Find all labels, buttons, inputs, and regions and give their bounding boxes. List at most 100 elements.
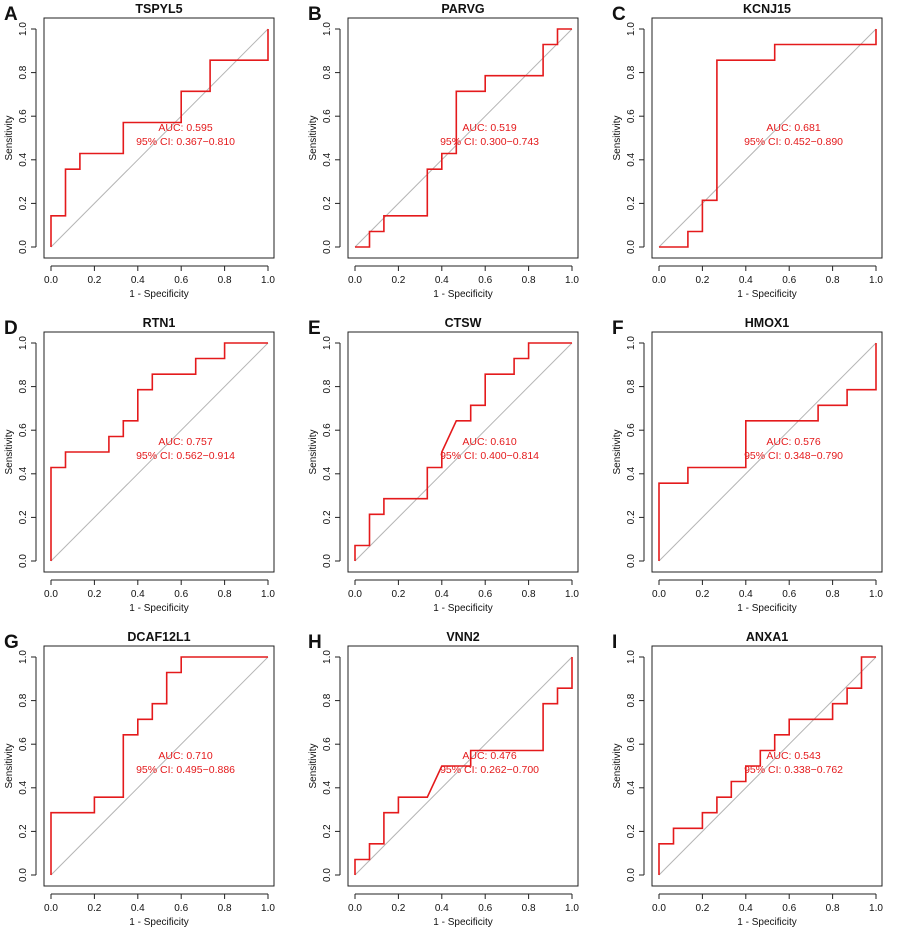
x-tick-label: 0.4 [435, 589, 449, 600]
reference-diagonal [354, 28, 573, 248]
roc-panel-h: H VNN2 0.0 0.2 0.4 0.6 0.8 1.0 1 - Specificity 0.… [308, 630, 579, 928]
y-tick-label: 0.4 [322, 780, 333, 794]
ci-label: 95% CI: 0.348−0.790 [744, 450, 843, 462]
x-tick-label: 0.4 [739, 275, 753, 286]
y-tick-label: 0.6 [18, 423, 29, 437]
x-tick-label: 0.6 [174, 589, 188, 600]
y-tick-label: 1.0 [18, 650, 29, 664]
ci-label: 95% CI: 0.495−0.886 [136, 764, 235, 776]
x-tick-label: 1.0 [261, 903, 275, 914]
x-tick-label: 0.6 [478, 589, 492, 600]
x-tick-label: 0.4 [131, 275, 145, 286]
y-tick-label: 0.4 [322, 466, 333, 480]
panel-letter: E [308, 318, 321, 339]
auc-label: AUC: 0.610 [462, 436, 516, 448]
x-tick-label: 0.0 [652, 903, 666, 914]
panel-letter: A [4, 4, 18, 25]
x-tick-label: 0.0 [348, 589, 362, 600]
x-tick-label: 0.4 [739, 903, 753, 914]
y-tick-label: 0.8 [626, 693, 637, 707]
x-tick-label: 0.8 [218, 589, 232, 600]
chart-title: CTSW [445, 316, 482, 330]
x-tick-label: 0.8 [826, 275, 840, 286]
y-tick-label: 0.6 [626, 109, 637, 123]
y-tick-label: 0.2 [18, 196, 29, 210]
y-tick-label: 1.0 [18, 22, 29, 36]
y-tick-label: 0.8 [626, 379, 637, 393]
y-tick-label: 0.8 [18, 379, 29, 393]
y-tick-label: 0.0 [626, 868, 637, 882]
x-axis-label: 1 - Specificity [129, 603, 188, 614]
x-axis-label: 1 - Specificity [433, 289, 492, 300]
x-tick-label: 1.0 [261, 275, 275, 286]
roc-panel-g: G DCAF12L1 0.0 0.2 0.4 0.6 0.8 1.0 1 - Specifici… [4, 630, 275, 928]
roc-panel-d: D RTN1 0.0 0.2 0.4 0.6 0.8 1.0 1 - Specificity 0.… [4, 316, 275, 614]
x-tick-label: 0.4 [131, 589, 145, 600]
x-tick-label: 0.0 [44, 589, 58, 600]
roc-ctsw-roc-curve [354, 342, 572, 561]
reference-diagonal [50, 656, 269, 876]
y-axis-label: Sensitivity [308, 115, 319, 160]
y-axis-label: Sensitivity [4, 115, 15, 160]
x-tick-label: 0.0 [348, 275, 362, 286]
y-tick-label: 0.8 [626, 65, 637, 79]
y-tick-label: 1.0 [322, 336, 333, 350]
x-axis-label: 1 - Specificity [737, 603, 796, 614]
reference-diagonal [658, 656, 877, 876]
roc-parvg-roc-curve [355, 28, 572, 248]
plot-frame [43, 331, 275, 573]
y-tick-label: 0.2 [626, 510, 637, 524]
roc-rtn1-roc-curve [50, 342, 268, 561]
x-tick-label: 1.0 [565, 903, 579, 914]
y-tick-label: 0.4 [322, 152, 333, 166]
y-tick-label: 0.4 [626, 152, 637, 166]
y-tick-label: 1.0 [626, 650, 637, 664]
plot-frame [43, 645, 275, 887]
y-tick-label: 0.4 [18, 780, 29, 794]
panel-letter: H [308, 632, 322, 653]
y-tick-label: 0.4 [18, 466, 29, 480]
x-tick-label: 0.4 [435, 275, 449, 286]
ci-label: 95% CI: 0.400−0.814 [440, 450, 539, 462]
x-tick-label: 1.0 [565, 275, 579, 286]
x-tick-label: 0.8 [522, 275, 536, 286]
y-axis-label: Sensitivity [612, 115, 623, 160]
y-tick-label: 0.2 [626, 196, 637, 210]
x-tick-label: 0.0 [652, 275, 666, 286]
x-tick-label: 0.8 [826, 903, 840, 914]
y-tick-label: 0.6 [18, 109, 29, 123]
x-tick-label: 0.6 [478, 275, 492, 286]
x-axis-label: 1 - Specificity [433, 917, 492, 928]
chart-title: ANXA1 [746, 630, 788, 644]
auc-label: AUC: 0.710 [158, 750, 212, 762]
ci-label: 95% CI: 0.338−0.762 [744, 764, 843, 776]
y-tick-label: 0.4 [626, 780, 637, 794]
y-tick-label: 0.2 [626, 824, 637, 838]
y-tick-label: 0.6 [322, 423, 333, 437]
reference-diagonal [354, 342, 573, 562]
plot-frame [651, 645, 883, 887]
reference-diagonal [658, 342, 877, 562]
x-tick-label: 0.6 [782, 275, 796, 286]
chart-title: VNN2 [446, 630, 479, 644]
x-tick-label: 0.8 [218, 903, 232, 914]
x-axis-label: 1 - Specificity [433, 603, 492, 614]
chart-title: TSPYL5 [135, 2, 182, 16]
x-tick-label: 0.2 [695, 903, 709, 914]
y-axis-label: Sensitivity [4, 743, 15, 788]
x-tick-label: 0.0 [652, 589, 666, 600]
plot-frame [43, 17, 275, 259]
y-axis-label: Sensitivity [4, 429, 15, 474]
auc-label: AUC: 0.543 [766, 750, 820, 762]
x-tick-label: 1.0 [869, 903, 883, 914]
y-axis-label: Sensitivity [612, 429, 623, 474]
y-tick-label: 0.6 [322, 109, 333, 123]
x-tick-label: 0.8 [218, 275, 232, 286]
plot-frame [347, 17, 579, 259]
roc-panel-b: B PARVG 0.0 0.2 0.4 0.6 0.8 1.0 1 - Specificity 0… [308, 2, 579, 300]
plot-frame [651, 331, 883, 573]
chart-title: KCNJ15 [743, 2, 791, 16]
y-tick-label: 0.4 [18, 152, 29, 166]
y-tick-label: 0.8 [322, 693, 333, 707]
